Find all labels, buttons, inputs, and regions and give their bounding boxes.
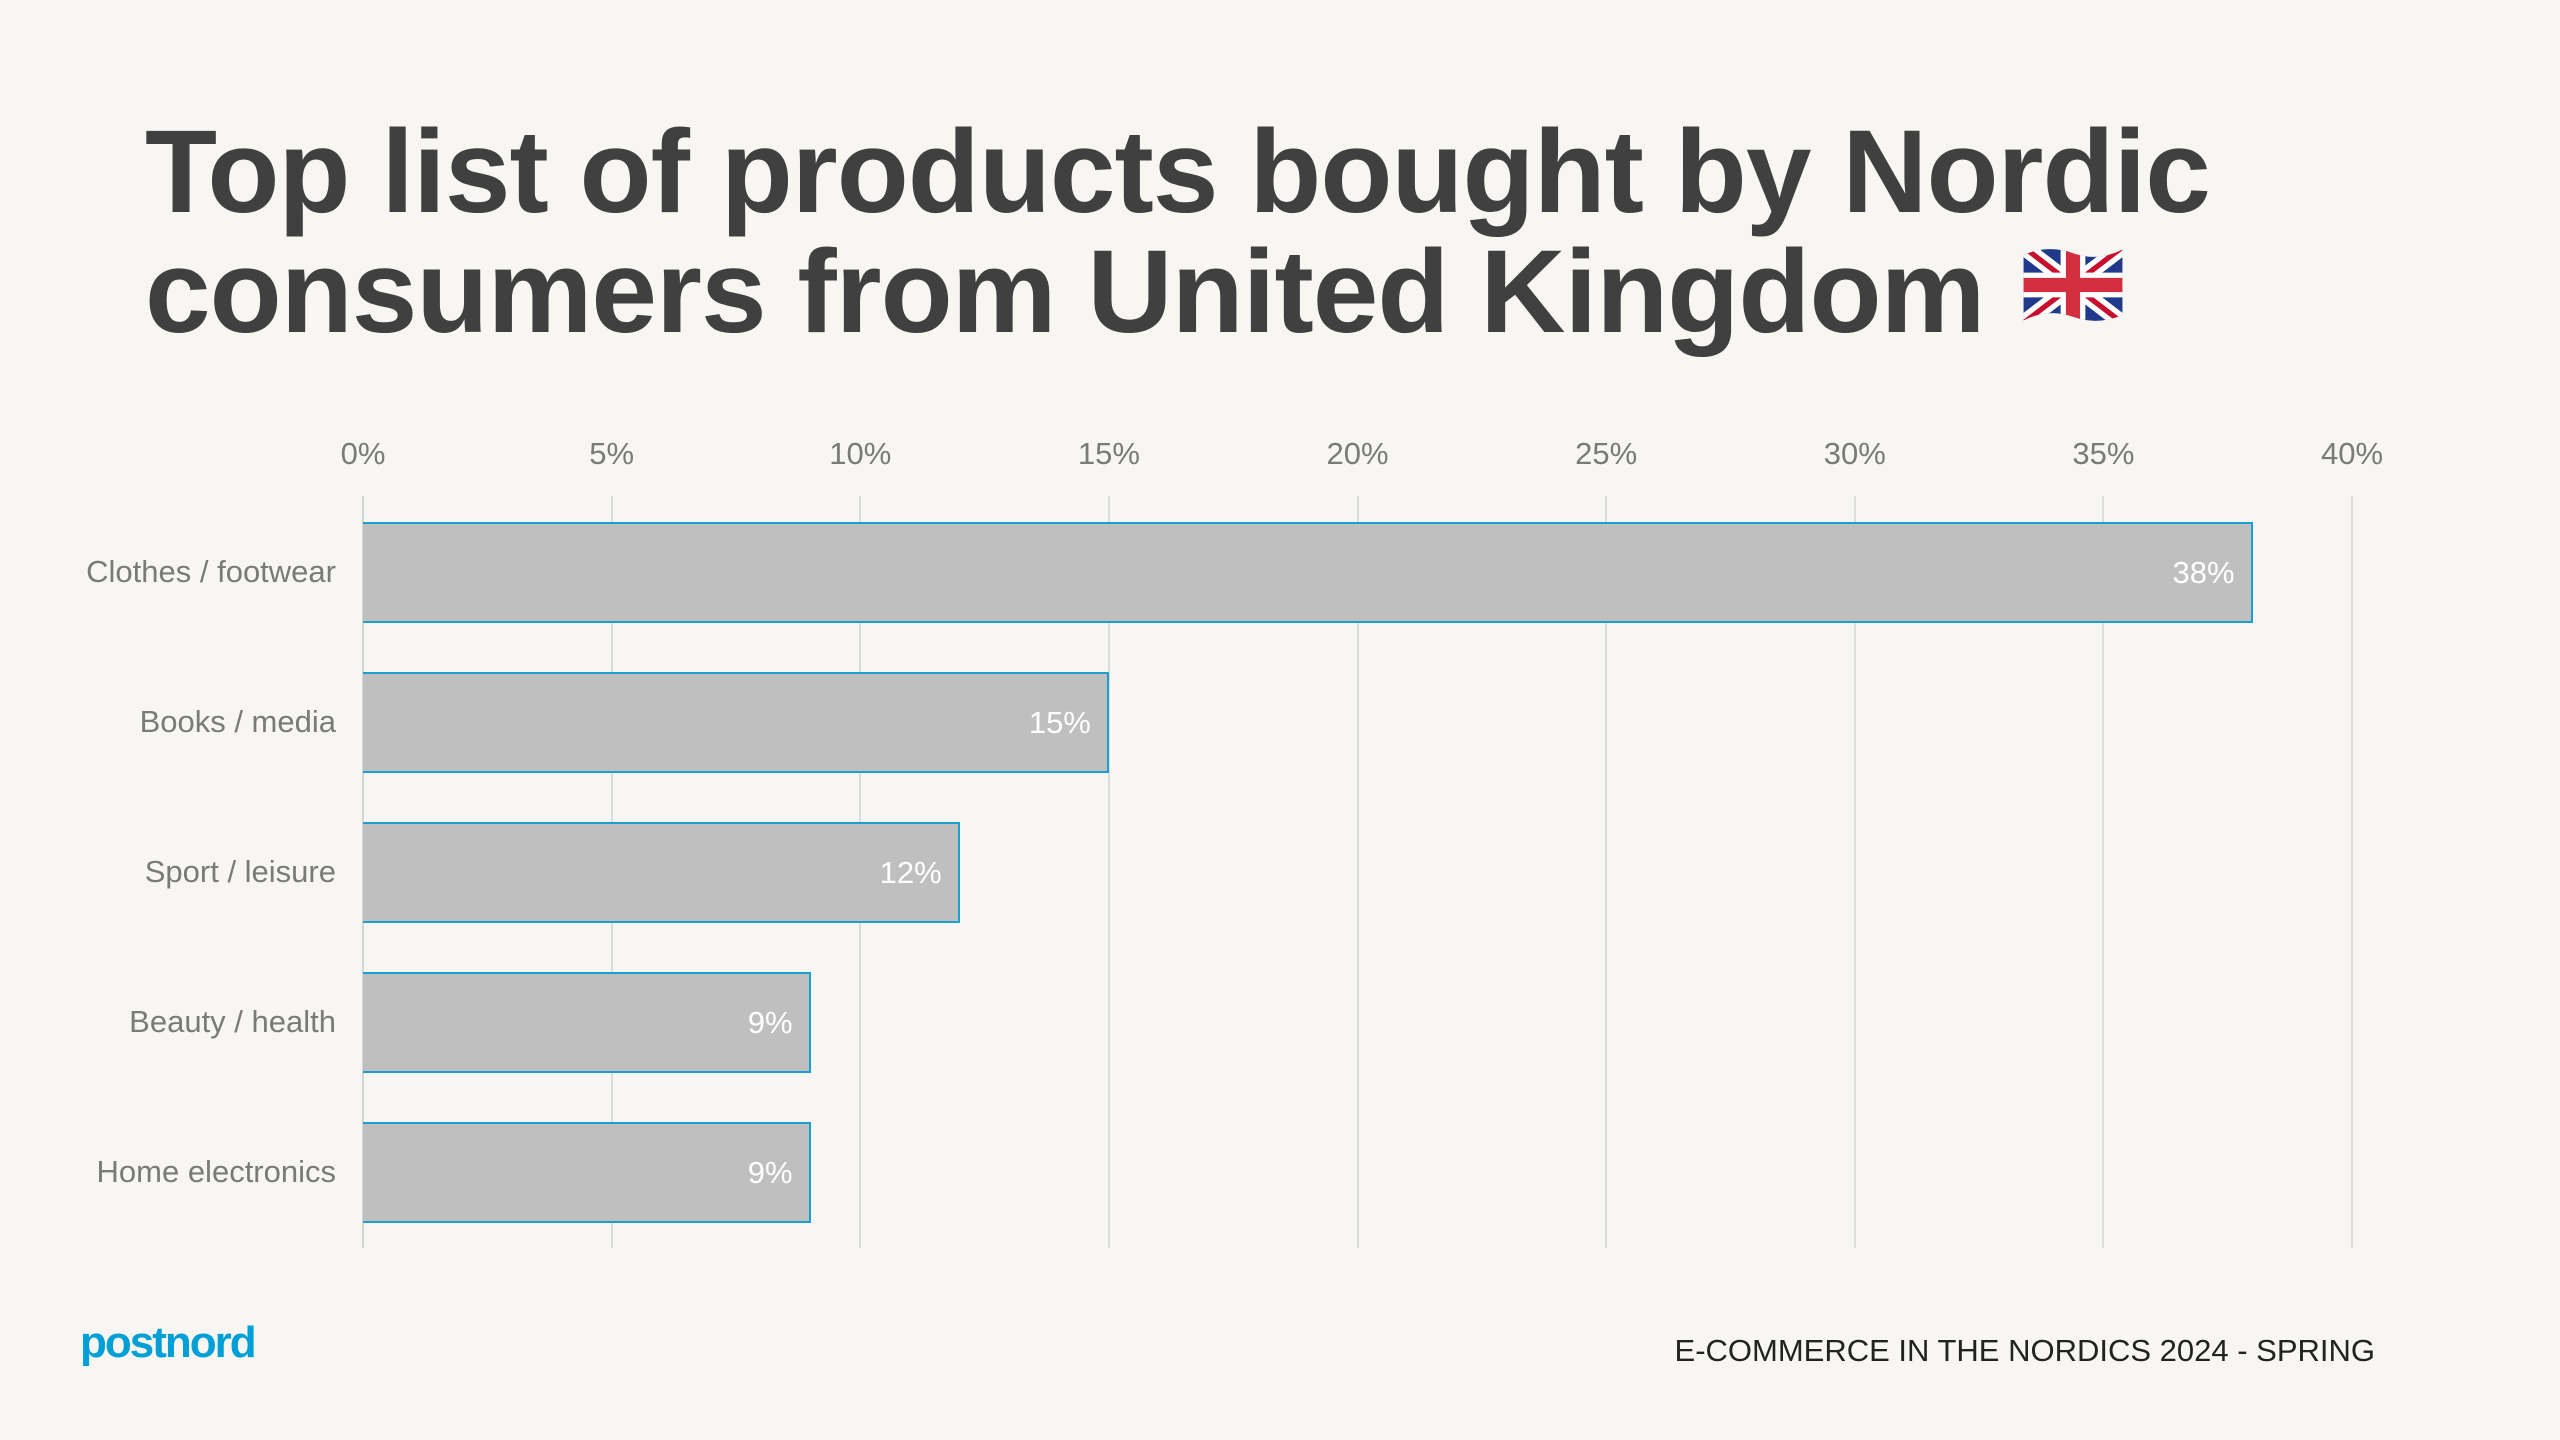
slide-title: Top list of products bought by Nordic co…: [145, 106, 2211, 352]
bar-value-label: 15%: [1028, 704, 1091, 740]
category-label: Beauty / health: [129, 1004, 336, 1039]
category-label: Clothes / footwear: [86, 554, 336, 589]
bar-value-label: 9%: [747, 1004, 793, 1040]
bar: 38%: [363, 522, 2253, 623]
x-tick-label: 15%: [1077, 436, 1140, 471]
gridline: [1107, 496, 1110, 1248]
gridline: [1605, 496, 1608, 1248]
gridline: [1853, 496, 1856, 1248]
bar: 9%: [363, 972, 811, 1073]
bar-value-label: 9%: [747, 1154, 793, 1190]
bar: 9%: [363, 1122, 811, 1223]
bar: 15%: [363, 672, 1109, 773]
category-label: Home electronics: [96, 1154, 336, 1189]
category-label: Sport / leisure: [144, 854, 336, 889]
x-tick-label: 10%: [829, 436, 892, 471]
postnord-logo: postnord: [80, 1318, 257, 1367]
footer-text: E-COMMERCE IN THE NORDICS 2024 - SPRING: [1674, 1333, 2375, 1368]
title-line-2: consumers from United Kingdom: [145, 232, 2210, 352]
uk-flag-icon: [2020, 226, 2126, 346]
x-tick-label: 5%: [589, 436, 635, 471]
x-tick-label: 0%: [340, 436, 386, 471]
x-tick-label: 25%: [1575, 436, 1638, 471]
bar-value-label: 38%: [2172, 554, 2235, 590]
gridline: [1356, 496, 1359, 1248]
gridline: [2102, 496, 2105, 1248]
bar-value-label: 12%: [879, 854, 942, 890]
gridline: [2351, 496, 2353, 1248]
x-tick-label: 30%: [1823, 436, 1886, 471]
x-tick-label: 40%: [2320, 436, 2384, 471]
x-tick-label: 20%: [1326, 436, 1389, 471]
title-line-2-text: consumers from United Kingdom: [145, 226, 1985, 358]
x-tick-label: 35%: [2072, 436, 2135, 471]
title-line-1: Top list of products bought by Nordic: [145, 106, 2211, 238]
bar: 12%: [363, 822, 960, 923]
category-label: Books / media: [139, 704, 336, 739]
